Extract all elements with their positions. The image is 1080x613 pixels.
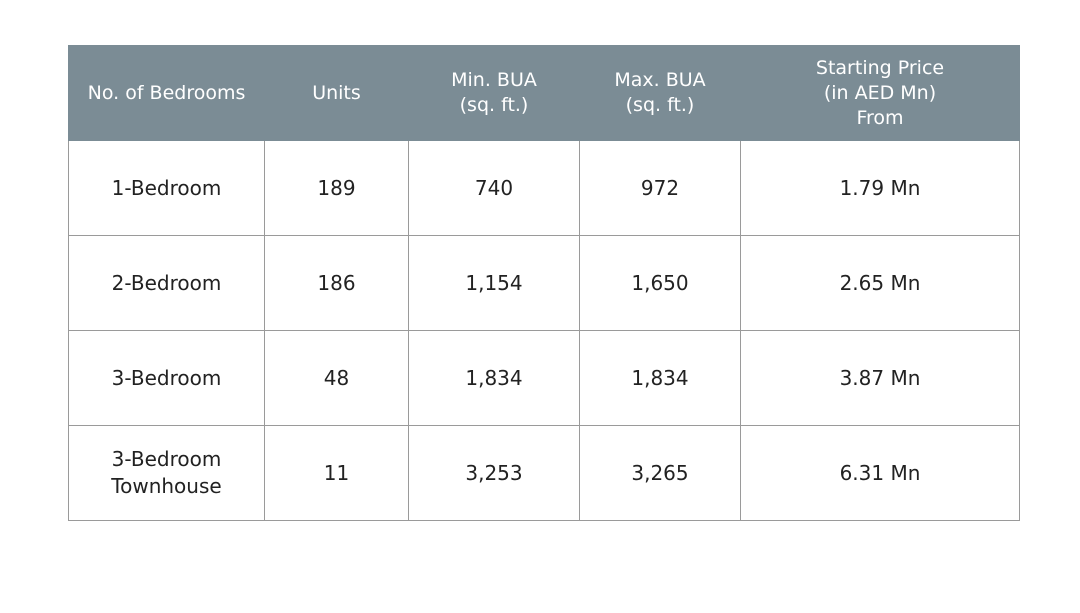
table-cell: 189 xyxy=(264,140,409,236)
header-cell: No. of Bedrooms xyxy=(68,45,265,141)
header-cell: Min. BUA (sq. ft.) xyxy=(408,45,580,141)
table-cell: 186 xyxy=(264,235,409,331)
table-body: 1-Bedroom 189 740 972 1.79 Mn 2-Bedroom 186 1,1… xyxy=(68,140,1020,521)
table-cell: 1-Bedroom xyxy=(68,140,265,236)
table-cell: 1.79 Mn xyxy=(740,140,1020,236)
table-row: 3-Bedroom Townhouse 11 3,253 3,265 6.31 Mn xyxy=(68,425,1020,521)
table-row: 2-Bedroom 186 1,154 1,650 2.65 Mn xyxy=(68,235,1020,331)
table-cell: 2.65 Mn xyxy=(740,235,1020,331)
table-cell: 6.31 Mn xyxy=(740,425,1020,521)
table-cell: 740 xyxy=(408,140,580,236)
header-cell: Max. BUA (sq. ft.) xyxy=(579,45,741,141)
table-cell: 3-Bedroom xyxy=(68,330,265,426)
table-cell: 3,253 xyxy=(408,425,580,521)
header-row: No. of Bedrooms Units Min. BUA (sq. ft.) Ma… xyxy=(68,45,1020,141)
unit-table: No. of Bedrooms Units Min. BUA (sq. ft.) Ma… xyxy=(68,45,1020,521)
table-container: No. of Bedrooms Units Min. BUA (sq. ft.) Ma… xyxy=(68,45,1020,521)
header-cell: Starting Price (in AED Mn) From xyxy=(740,45,1020,141)
table-cell: 972 xyxy=(579,140,741,236)
table-row: 1-Bedroom 189 740 972 1.79 Mn xyxy=(68,140,1020,236)
table-cell: 3,265 xyxy=(579,425,741,521)
table-cell: 3-Bedroom Townhouse xyxy=(68,425,265,521)
table-row: 3-Bedroom 48 1,834 1,834 3.87 Mn xyxy=(68,330,1020,426)
table-cell: 1,834 xyxy=(408,330,580,426)
table-cell: 2-Bedroom xyxy=(68,235,265,331)
table-cell: 3.87 Mn xyxy=(740,330,1020,426)
table-cell: 1,650 xyxy=(579,235,741,331)
table-cell: 48 xyxy=(264,330,409,426)
table-cell: 1,834 xyxy=(579,330,741,426)
header-cell: Units xyxy=(264,45,409,141)
table-cell: 11 xyxy=(264,425,409,521)
table-cell: 1,154 xyxy=(408,235,580,331)
